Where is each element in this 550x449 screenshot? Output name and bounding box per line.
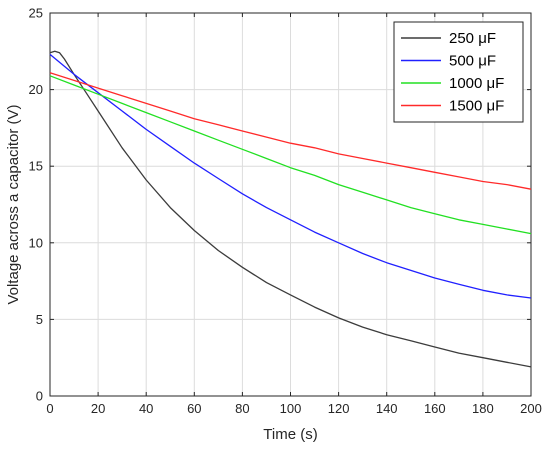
y-tick-label: 5: [36, 312, 43, 327]
series-line: [49, 72, 532, 190]
axis-ticks: 0 20 40 60 80 100 120 140 160 180 200 0 5 10 15 20 25: [29, 6, 542, 417]
legend-entry: 500 μF: [449, 53, 496, 70]
y-tick-label: 25: [29, 6, 43, 21]
x-tick-label: 0: [46, 401, 53, 416]
series-line: [49, 53, 532, 299]
y-tick-label: 10: [29, 235, 43, 250]
x-tick-label: 140: [376, 401, 398, 416]
x-axis-label: Time (s): [263, 426, 317, 443]
legend-entry: 250 μF: [449, 30, 496, 47]
x-tick-label: 200: [520, 401, 542, 416]
legend: 250 μF 500 μF 1000 μF 1500 μF: [393, 21, 524, 123]
x-tick-label: 80: [235, 401, 249, 416]
x-tick-label: 60: [187, 401, 201, 416]
x-tick-label: 120: [328, 401, 350, 416]
legend-entry: 1000 μF: [449, 75, 504, 92]
x-tick-label: 20: [91, 401, 105, 416]
x-tick-label: 180: [472, 401, 494, 416]
x-tick-label: 160: [424, 401, 446, 416]
series-lines: [49, 50, 532, 368]
y-tick-label: 0: [36, 389, 43, 404]
y-tick-label: 20: [29, 82, 43, 97]
series-line: [49, 75, 532, 235]
x-tick-label: 100: [280, 401, 302, 416]
legend-entry: 1500 μF: [449, 98, 504, 115]
x-tick-label: 40: [139, 401, 153, 416]
y-tick-label: 15: [29, 159, 43, 174]
y-axis-label: Voltage across a capacitor (V): [5, 104, 22, 304]
